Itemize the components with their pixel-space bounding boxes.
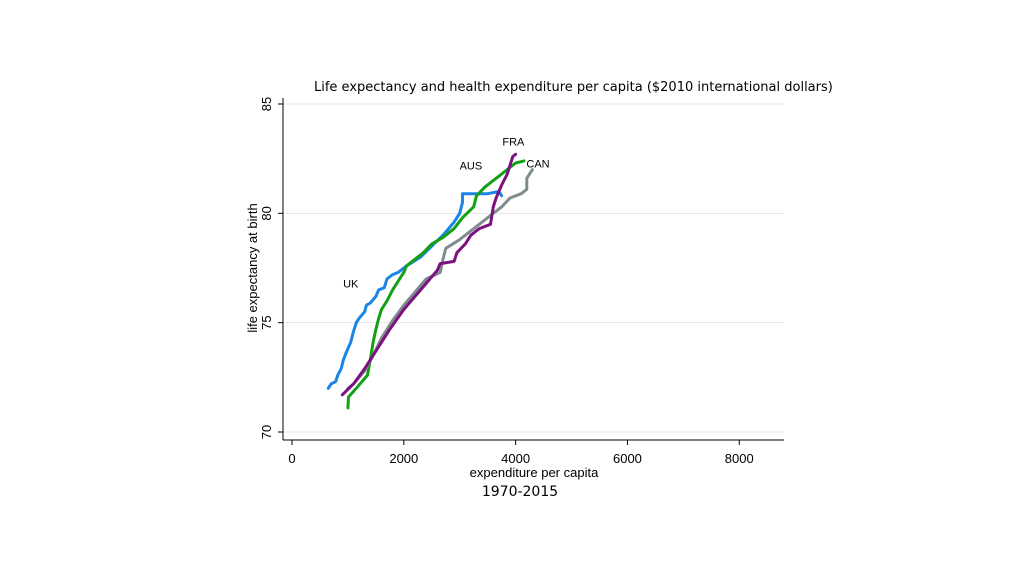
y-tick-label: 85: [259, 97, 274, 111]
y-axis-title: life expectancy at birth: [245, 203, 260, 332]
chart-caption: 1970-2015: [481, 484, 559, 500]
series-label-uk: UK: [343, 279, 359, 291]
series-line-can: [346, 168, 534, 390]
x-tick-label: 0: [288, 451, 295, 466]
y-tick-label: 75: [259, 315, 274, 329]
series-label-fra: FRA: [502, 137, 525, 149]
ticks: 70 75 80 85 0 2000 4000 6000 8000: [259, 97, 754, 466]
x-tick-label: 2000: [389, 451, 418, 466]
x-tick-label: 8000: [725, 451, 754, 466]
series-line-fra: [340, 152, 518, 397]
y-tick-label: 70: [259, 425, 274, 439]
series-line-uk: [326, 190, 504, 390]
chart-title: Life expectancy and health expenditure p…: [314, 80, 833, 95]
series-label-can: CAN: [526, 158, 549, 170]
axes: [282, 98, 784, 441]
grid-lines: [284, 103, 784, 433]
series-label-aus: AUS: [460, 161, 483, 173]
series-lines: [326, 152, 534, 410]
y-tick-label: 80: [259, 206, 274, 220]
x-tick-label: 6000: [613, 451, 642, 466]
x-tick-label: 4000: [501, 451, 530, 466]
x-axis-title: expenditure per capita: [470, 465, 599, 480]
